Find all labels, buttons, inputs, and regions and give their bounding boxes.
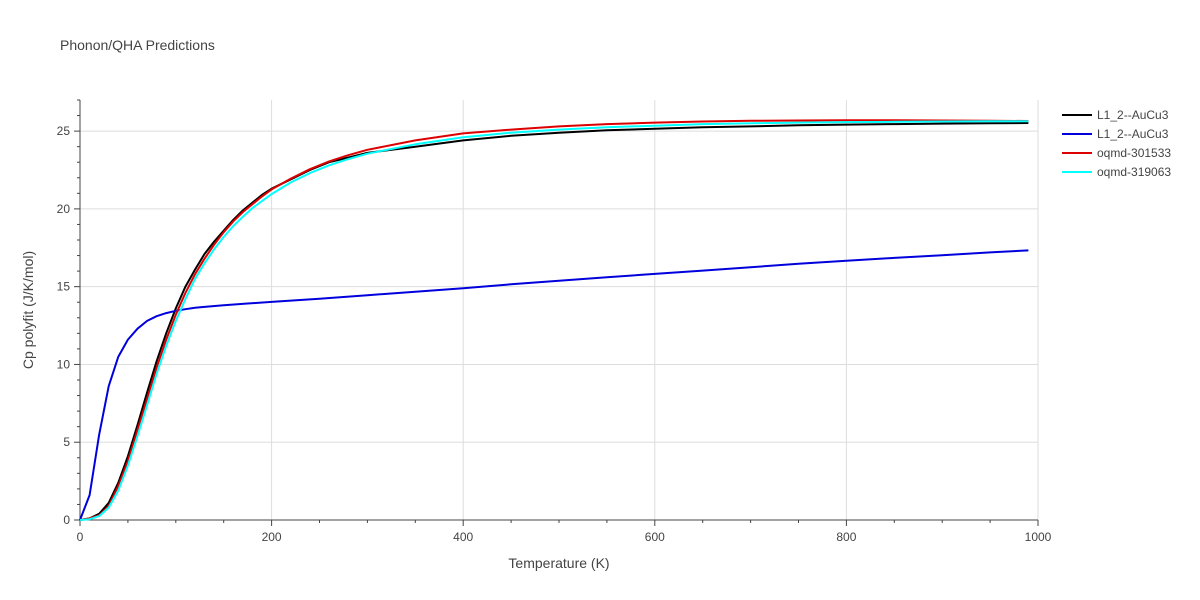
series-line-3 [79, 120, 1029, 521]
x-tick-label: 800 [836, 530, 856, 544]
x-tick-label: 0 [77, 530, 84, 544]
x-tick-label: 600 [645, 530, 665, 544]
y-tick-label: 25 [57, 124, 71, 138]
x-tick-label: 400 [453, 530, 473, 544]
axes: 0 200 400 600 800 1000 0 5 10 15 20 25 [57, 99, 1052, 544]
y-tick-label: 0 [63, 513, 70, 527]
legend-label-3[interactable]: oqmd-319063 [1097, 165, 1171, 179]
chart-title: Phonon/QHA Predictions [60, 37, 215, 53]
y-tick-label: 5 [63, 435, 70, 449]
legend[interactable]: L1_2--AuCu3 L1_2--AuCu3 oqmd-301533 oqmd-31… [1062, 108, 1171, 179]
grid [80, 100, 1039, 520]
y-axis-title: Cp polyfit (J/K/mol) [20, 251, 36, 369]
series-line-2 [79, 119, 1029, 521]
series-group [79, 119, 1029, 521]
x-tick-label: 1000 [1025, 530, 1052, 544]
series-line-0 [79, 122, 1029, 521]
legend-label-0[interactable]: L1_2--AuCu3 [1097, 108, 1169, 122]
series-line-1 [79, 249, 1029, 521]
x-tick-label: 200 [262, 530, 282, 544]
y-tick-label: 10 [57, 357, 71, 371]
legend-label-1[interactable]: L1_2--AuCu3 [1097, 127, 1169, 141]
legend-label-2[interactable]: oqmd-301533 [1097, 146, 1171, 160]
x-axis-title: Temperature (K) [508, 555, 609, 571]
y-tick-label: 15 [57, 280, 71, 294]
y-tick-label: 20 [57, 202, 71, 216]
